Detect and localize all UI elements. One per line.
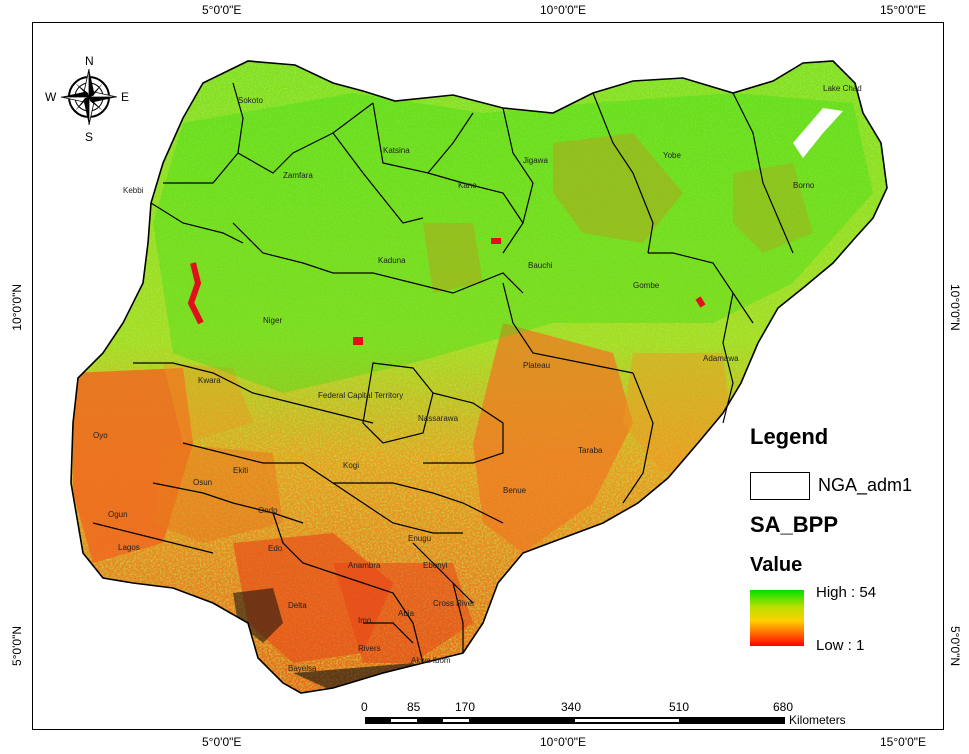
state-label: Ebonyi [423,561,448,570]
compass-rose: N S E W [45,54,129,144]
compass-n-label: N [85,54,94,68]
legend-color-ramp [750,590,804,646]
scale-unit-label: Kilometers [789,713,846,727]
state-label: Bayelsa [288,664,317,673]
state-label: Enugu [408,534,431,543]
legend-title: Legend [750,424,829,449]
state-label: Edo [268,544,283,553]
state-label: Kogi [343,461,359,470]
state-label: Bauchi [528,261,553,270]
state-label: Yobe [663,151,682,160]
state-label: Katsina [383,146,410,155]
scale-tick-label: 170 [455,700,475,714]
compass-w-label: W [45,90,57,104]
state-label: Ondo [258,506,278,515]
legend-layer-name: SA_BPP [750,512,839,537]
graticule-bottom-label: 10°0'0"E [540,735,587,749]
state-label: Nassarawa [418,414,459,423]
state-label: Osun [193,478,212,487]
state-label: Kano [458,181,477,190]
state-label: Ekiti [233,466,248,475]
compass-e-label: E [121,90,129,104]
map-frame: Sokoto Katsina Zamfara Kano Jigawa Yobe … [32,22,944,730]
graticule-right-label: 10°0'0"N [948,284,962,331]
scale-bar: 0 85 170 340 510 680 Kilometers [361,700,846,727]
state-label: Jigawa [523,156,548,165]
raster-layer [71,61,887,693]
state-label: Kaduna [378,256,406,265]
graticule-top-label: 5°0'0"E [202,3,242,17]
legend-boundary-label: NGA_adm1 [818,475,913,495]
state-label: Akwa Ibom [411,656,451,665]
scale-tick-label: 0 [361,700,368,714]
scale-tick-label: 510 [669,700,689,714]
state-label: Lake Chad [823,84,862,93]
state-boundaries [70,60,888,694]
state-label: Adamawa [703,354,739,363]
state-label: Benue [503,486,527,495]
state-label: Sokoto [238,96,263,105]
state-label: Federal Capital Territory [318,391,403,400]
scale-tick-label: 680 [773,700,793,714]
state-label: Oyo [93,431,108,440]
legend-boundary-swatch [750,472,810,500]
state-label: Lagos [118,543,140,552]
legend-low-label: Low : 1 [816,637,865,654]
graticule-bottom-label: 15°0'0"E [880,735,927,749]
compass-s-label: S [85,130,93,144]
graticule-left-label: 10°0'0"N [10,284,24,331]
state-label: Niger [263,316,282,325]
state-label: Kwara [198,376,221,385]
nigeria-map: Sokoto Katsina Zamfara Kano Jigawa Yobe … [45,54,888,727]
legend-high-label: High : 54 [816,584,877,601]
graticule-top-label: 15°0'0"E [880,3,927,17]
state-label: Imo [358,616,372,625]
state-label: Zamfara [283,171,313,180]
state-label: Anambra [348,561,381,570]
state-labels: Sokoto Katsina Zamfara Kano Jigawa Yobe … [93,84,862,673]
state-label: Kebbi [123,186,144,195]
graticule-left-label: 5°0'0"N [10,626,24,667]
state-label: Rivers [358,644,381,653]
legend: Legend NGA_adm1 SA_BPP Value High : 54 L… [750,424,950,664]
state-label: Abia [398,609,415,618]
state-label: Taraba [578,446,603,455]
scale-tick-label: 340 [561,700,581,714]
state-label: Cross River [433,599,475,608]
graticule-top-label: 10°0'0"E [540,3,587,17]
state-label: Gombe [633,281,660,290]
state-label: Borno [793,181,815,190]
legend-value-title: Value [750,554,803,576]
scale-tick-label: 85 [407,700,421,714]
graticule-bottom-label: 5°0'0"E [202,735,242,749]
state-label: Plateau [523,361,550,370]
state-label: Delta [288,601,307,610]
graticule-right-label: 5°0'0"N [948,626,962,667]
state-label: Ogun [108,510,128,519]
